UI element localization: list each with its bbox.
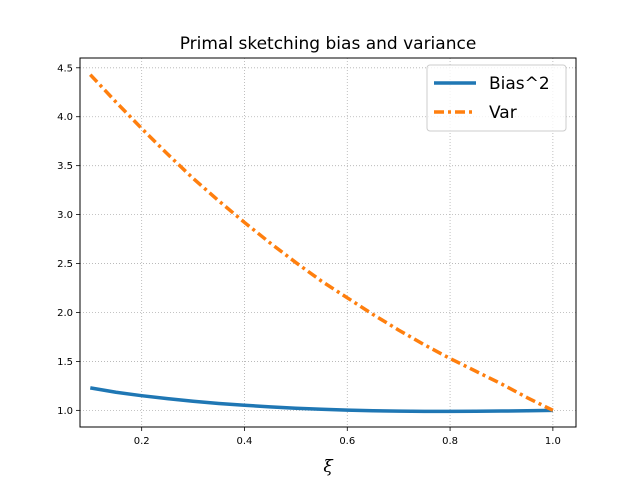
y-tick-label: 4.0 [57,112,73,123]
y-tick-label: 3.0 [57,210,73,221]
legend-label-var: Var [489,103,517,123]
y-tick-label: 2.0 [57,308,73,319]
plot-frame [79,57,577,428]
series-lines [89,73,554,414]
x-tick-label: 0.6 [339,436,355,447]
y-axis-ticks: 1.0 1.5 2.0 2.5 3.0 3.5 4.0 4.5 [57,63,80,417]
x-tick-label: 1.0 [545,436,561,447]
x-axis-label: ξ [323,457,334,477]
chart-title: Primal sketching bias and variance [180,34,477,54]
y-tick-label: 1.0 [57,406,73,417]
x-tick-label: 0.8 [442,436,458,447]
y-tick-label: 3.5 [57,161,73,172]
y-tick-label: 2.5 [57,259,73,270]
series-line-var [89,73,554,412]
y-tick-label: 1.5 [57,357,73,368]
x-tick-label: 0.2 [134,436,150,447]
series-line-bias-2 [89,386,553,414]
legend: Bias^2 Var [426,64,567,132]
y-tick-label: 4.5 [57,63,73,74]
x-axis-ticks: 0.2 0.4 0.6 0.8 1.0 [134,427,561,447]
legend-label-bias: Bias^2 [489,74,550,94]
x-tick-label: 0.4 [237,436,253,447]
